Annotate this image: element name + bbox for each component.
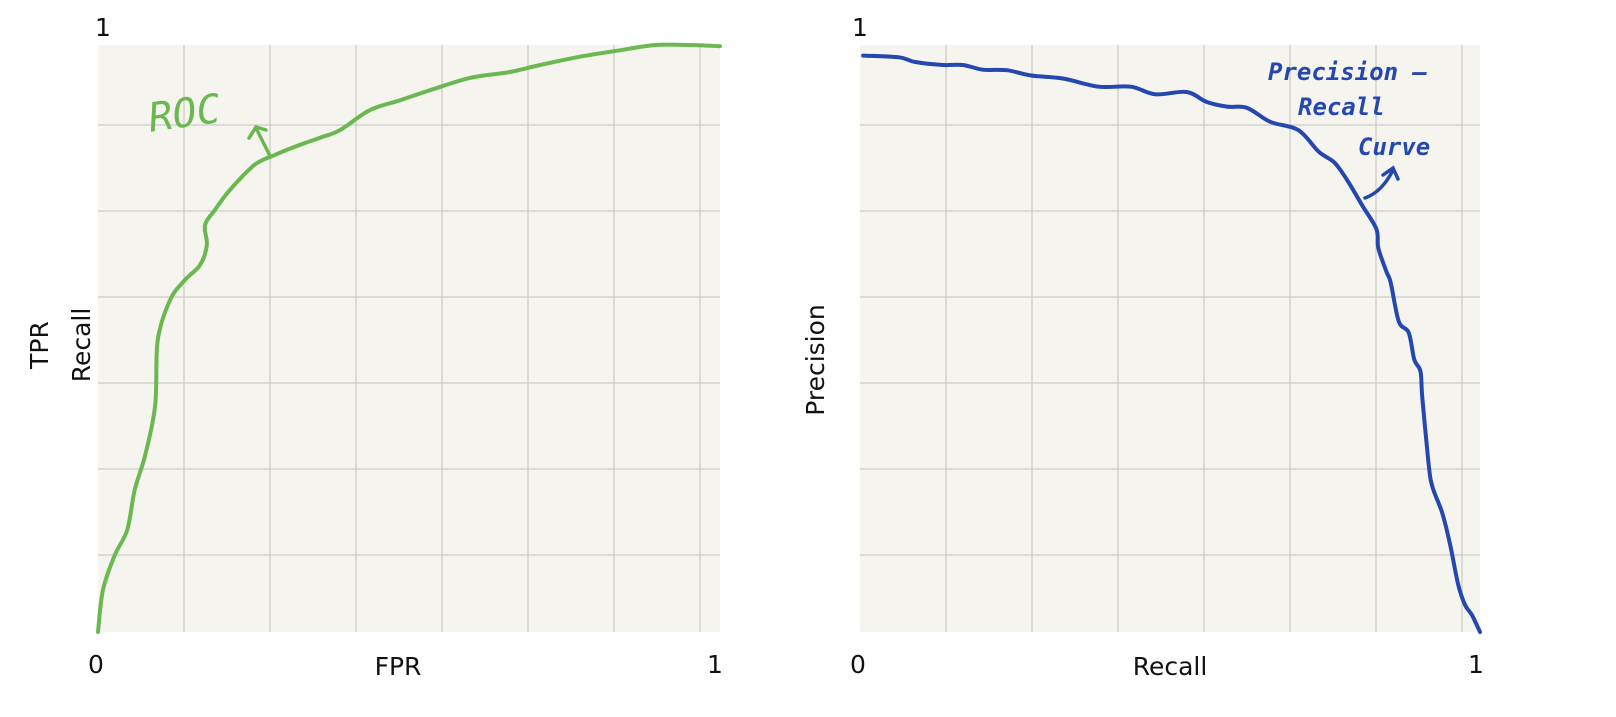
roc-curve xyxy=(96,42,722,634)
pr-curve xyxy=(861,53,1482,634)
pr-plot-area xyxy=(860,45,1480,632)
pr-x-tick-0: 0 xyxy=(850,650,866,679)
roc-arrow-icon xyxy=(247,124,272,158)
roc-y-axis-label-tpr: TPR xyxy=(25,321,54,370)
pr-chart: 1 0 1 Recall Precision Precision – Recal… xyxy=(801,13,1484,681)
pr-grid xyxy=(860,45,1480,632)
pr-y-axis-label: Precision xyxy=(801,304,830,416)
roc-chart: 1 0 1 FPR TPR Recall ROC xyxy=(25,13,723,681)
roc-y-axis-label-recall: Recall xyxy=(67,308,96,383)
pr-annotation-line-3: Curve xyxy=(1358,133,1430,161)
roc-annotation: ROC xyxy=(146,86,224,142)
pr-y-tick-1: 1 xyxy=(852,13,868,42)
pr-x-axis-label: Recall xyxy=(1133,652,1208,681)
pr-arrow-icon xyxy=(1363,165,1400,200)
roc-x-axis-label: FPR xyxy=(375,652,422,681)
roc-grid xyxy=(98,45,720,632)
roc-x-tick-0: 0 xyxy=(88,650,104,679)
pr-annotation-line-1: Precision – xyxy=(1268,58,1427,86)
roc-x-tick-1: 1 xyxy=(707,650,723,679)
roc-y-tick-1: 1 xyxy=(95,13,111,42)
pr-annotation-line-2: Recall xyxy=(1298,93,1385,121)
roc-plot-area xyxy=(98,45,720,632)
pr-x-tick-1: 1 xyxy=(1468,650,1484,679)
